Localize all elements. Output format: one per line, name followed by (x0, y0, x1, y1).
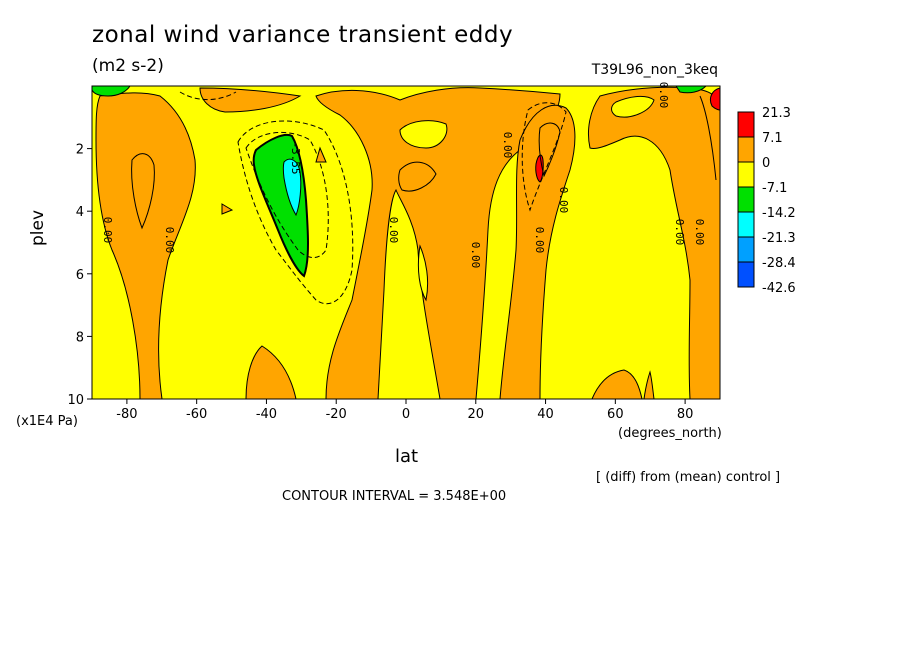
colorbar-swatch (737, 236, 755, 263)
marker-tri-1 (315, 146, 327, 163)
y-tick-label: 6 (76, 268, 84, 283)
region-pos-sh-west (95, 92, 196, 399)
contour-label: 0.00 (693, 219, 706, 246)
region-pos-nh-40 (499, 104, 576, 399)
colorbar-swatch (737, 136, 755, 163)
contour-label: 0.00 (469, 242, 482, 269)
colorbar-swatch (737, 111, 755, 138)
colorbar-swatch (737, 161, 755, 188)
hole-eq-2 (417, 244, 429, 302)
colorbar-swatch (737, 186, 755, 213)
colorbar-label: -21.3 (762, 231, 796, 246)
colorbar-label: 0 (762, 156, 770, 171)
x-tick-label: 0 (402, 407, 410, 422)
contour-pos-eq-inner (398, 161, 437, 192)
colorbar-label: -42.6 (762, 281, 796, 296)
y-axis-units: (x1E4 Pa) (16, 414, 78, 429)
x-tick-label: -40 (256, 407, 277, 422)
colorbar-label: -7.1 (762, 181, 787, 196)
colorbar: 21.3 7.1 0 -7.1 -14.2 -21.3 -28.4 -42.6 (737, 106, 796, 296)
contour-label: 0.00 (673, 219, 686, 246)
colorbar-swatch (737, 261, 755, 288)
contour-label: 0.00 (101, 217, 114, 244)
region-pos-sh-bottom (245, 345, 297, 399)
x-axis-units: (degrees_north) (618, 426, 722, 441)
colorbar-label: 7.1 (762, 131, 783, 146)
diff-note: [ (diff) from (mean) control ] (596, 470, 781, 485)
colorbar-label: -14.2 (762, 206, 796, 221)
colorbar-label: -28.4 (762, 256, 796, 271)
field-fill (92, 86, 720, 399)
y-tick-label: 4 (76, 205, 84, 220)
contour-label: 0.00 (657, 82, 670, 109)
contour-label: 0.00 (501, 132, 514, 159)
hole-nh-1 (611, 95, 655, 118)
x-tick-label: 40 (537, 407, 554, 422)
contour-label: 0.00 (533, 227, 546, 254)
x-tick-label: 60 (607, 407, 624, 422)
contour-neg-outer (237, 120, 354, 305)
y-tick-label: 2 (76, 143, 84, 158)
region-neg-top (92, 86, 131, 97)
region-pos-nh-bottom (591, 369, 643, 399)
contour-label-group: 0.00 0.00 -3.55 0.00 0.00 0.00 0.00 0.00 0.00 0.0… (101, 82, 706, 269)
y-tick-label: 10 (67, 393, 84, 408)
chart-title: zonal wind variance transient eddy (92, 22, 514, 48)
chart-units: (m2 s-2) (92, 56, 164, 76)
contour-pos-pole (699, 95, 717, 181)
contour-neg-inner (245, 131, 329, 258)
x-tick-label: -60 (186, 407, 207, 422)
x-tick-label: 20 (468, 407, 485, 422)
x-axis-label: lat (395, 446, 419, 467)
contour-pos-nh-inner (538, 122, 561, 178)
run-label: T39L96_non_3keq (591, 62, 718, 78)
colorbar-label: 21.3 (762, 106, 791, 121)
y-axis: 2 4 6 8 10 (67, 143, 92, 408)
contour-label: 0.00 (557, 187, 570, 214)
x-axis: -80 -60 -40 -20 0 20 40 60 80 (116, 399, 694, 422)
x-tick-label: -20 (326, 407, 347, 422)
hole-eq-1 (399, 120, 448, 149)
contour-label: -3.55 (289, 141, 302, 174)
y-tick-label: 8 (76, 330, 84, 345)
region-pos-nh-thin (643, 370, 655, 399)
contour-pos-sh-inner (131, 153, 155, 230)
contour-interval: CONTOUR INTERVAL = 3.548E+00 (282, 489, 507, 504)
contour-label: 0.00 (387, 217, 400, 244)
marker-tri-2 (221, 203, 234, 215)
region-pos-sh-mid (199, 87, 302, 113)
region-neg-cyan (282, 158, 302, 217)
colorbar-swatch (737, 211, 755, 238)
contour-label: 0.00 (163, 227, 176, 254)
x-tick-label: -80 (116, 407, 137, 422)
x-tick-label: 80 (677, 407, 694, 422)
